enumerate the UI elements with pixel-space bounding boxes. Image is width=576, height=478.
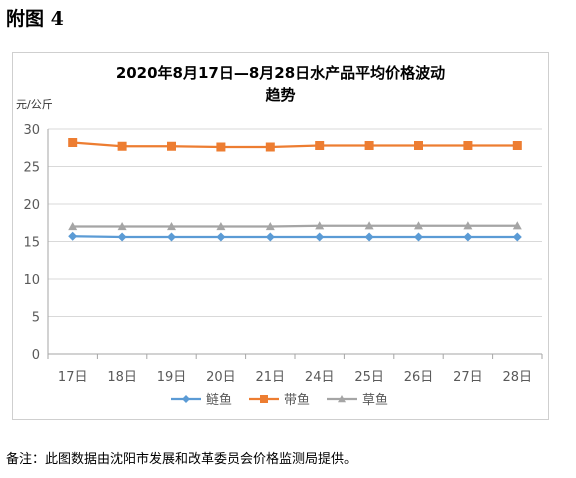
data-point: [463, 221, 473, 230]
figure-label: 附图 4: [6, 8, 64, 30]
legend-label: 草鱼: [362, 392, 388, 408]
chart-title-line1: 2020年8月17日—8月28日水产品平均价格波动: [115, 64, 446, 82]
x-tick-label: 25日: [354, 370, 384, 385]
data-point: [68, 231, 78, 241]
data-point: [68, 138, 78, 147]
data-point: [315, 141, 325, 150]
data-point: [364, 232, 374, 242]
data-point: [315, 221, 325, 230]
y-tick-label: 20: [23, 198, 40, 213]
chart-frame: [12, 52, 549, 420]
data-point: [117, 222, 127, 231]
chart-title: 2020年8月17日—8月28日水产品平均价格波动 趋势: [12, 62, 549, 106]
legend-label: 带鱼: [284, 392, 310, 408]
data-point: [265, 222, 275, 231]
series-line-2: [72, 224, 518, 228]
y-tick-label: 10: [23, 273, 40, 288]
data-point: [315, 232, 325, 242]
x-tick-label: 17日: [58, 370, 88, 385]
data-point: [364, 141, 374, 150]
legend-marker: [338, 395, 346, 403]
x-tick-label: 21日: [256, 370, 286, 385]
y-tick-label: 30: [23, 123, 40, 138]
line-chart: 元/公斤 0 5 10 15 20 25 30 17日 18日 19日 20日 21日 24日 25日 26日…: [16, 98, 543, 408]
data-point: [216, 142, 226, 152]
x-tick-label: 27日: [453, 370, 483, 385]
data-point: [364, 221, 374, 230]
data-point: [117, 141, 127, 151]
data-point: [463, 232, 473, 242]
legend-marker: [260, 395, 268, 403]
footnote: 备注：此图数据由沈阳市发展和改革委员会价格监测局提供。: [6, 452, 358, 467]
data-point: [265, 142, 275, 152]
data-point: [414, 221, 423, 230]
x-tick-label: 24日: [305, 370, 335, 385]
y-tick-label: 15: [23, 236, 40, 251]
series-line-0: [72, 235, 518, 239]
x-tick-label: 28日: [503, 370, 533, 385]
data-point: [167, 141, 176, 151]
data-point: [512, 221, 522, 230]
x-tick-label: 19日: [157, 370, 187, 385]
data-point: [117, 232, 127, 242]
data-point: [265, 232, 275, 242]
y-tick-label: 25: [23, 161, 40, 176]
x-tick-label: 26日: [404, 370, 434, 385]
y-tick-label: 0: [32, 348, 40, 363]
data-point: [512, 232, 522, 242]
legend-marker: [182, 395, 190, 403]
y-tick-label: 5: [32, 311, 40, 326]
data-point: [216, 232, 226, 242]
data-point: [414, 232, 423, 242]
data-point: [167, 232, 176, 242]
data-point: [68, 222, 78, 231]
chart-title-line2: 趋势: [265, 86, 296, 104]
series-line-1: [72, 141, 518, 149]
data-point: [414, 141, 423, 150]
legend-label: 鲢鱼: [206, 392, 232, 408]
y-axis-label: 元/公斤: [16, 98, 53, 111]
x-tick-label: 18日: [107, 370, 137, 385]
data-point: [463, 141, 473, 150]
data-point: [512, 141, 522, 150]
data-point: [167, 222, 176, 231]
x-tick-label: 20日: [206, 370, 236, 385]
data-point: [216, 222, 226, 231]
